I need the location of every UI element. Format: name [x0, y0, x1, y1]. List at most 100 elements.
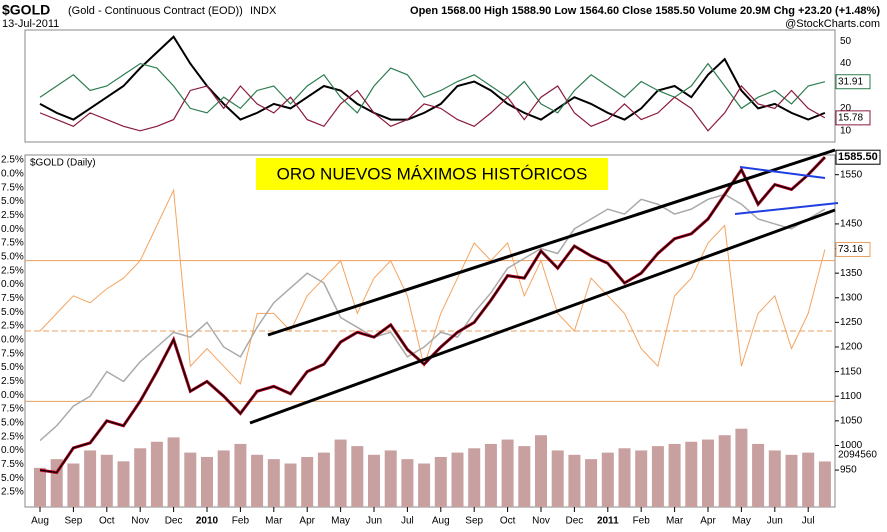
oscillator-last-label: 73.16 [838, 244, 863, 255]
volume-bar [752, 443, 765, 507]
volume-bar [735, 428, 748, 507]
y-tick-label: 1250 [840, 317, 863, 328]
volume-bar [401, 459, 414, 507]
volume-bar [484, 443, 497, 507]
volume-last-label: 2094560 [838, 450, 877, 461]
left-tick-label: 2.5% [1, 376, 24, 387]
volume-bar [468, 448, 481, 507]
indicator-tick-label: 20 [840, 103, 852, 114]
volume-bar [451, 452, 464, 507]
x-tick-label: Dec [165, 516, 183, 527]
x-tick-label: Dec [566, 516, 584, 527]
left-tick-label: 5.0% [1, 307, 24, 318]
y-tick-label: 1050 [840, 415, 863, 426]
volume-bar [718, 435, 731, 507]
oscillator-label-box [835, 241, 871, 257]
x-tick-label: Feb [232, 516, 250, 527]
y-tick-label: 1300 [840, 292, 863, 303]
volume-bar [568, 454, 581, 507]
volume-bar [284, 463, 297, 507]
wedge-top [739, 166, 826, 179]
left-tick-label: 7.5% [1, 348, 24, 359]
volume-bar [317, 452, 330, 507]
comparison-line [39, 193, 826, 442]
volume-bar [768, 450, 781, 507]
left-tick-label: 7.5% [1, 182, 24, 193]
x-tick-label: 2010 [196, 516, 219, 527]
y-tick-label: 1100 [840, 391, 862, 402]
volume-bar [434, 456, 447, 507]
x-tick-label: Jun [366, 516, 382, 527]
channel-top [267, 148, 836, 337]
left-tick-label: 7.5% [1, 293, 24, 304]
y-tick-label: 1200 [840, 342, 863, 353]
quote: Open 1568.00 High 1588.90 Low 1564.60 Cl… [410, 5, 880, 17]
indicator-label-box [835, 74, 871, 90]
volume-bar [301, 456, 314, 507]
x-tick-label: Apr [700, 516, 716, 527]
volume-bar [84, 450, 97, 507]
y-tick-label: 1550 [840, 169, 863, 180]
price-label-box [835, 149, 881, 165]
date: 13-Jul-2011 [2, 18, 59, 30]
volume-bar [334, 439, 347, 507]
indicator-tick-label: 10 [840, 125, 852, 136]
y-tick-label: 1450 [840, 219, 863, 230]
volume-bar [351, 446, 364, 507]
x-tick-label: Mar [265, 516, 283, 527]
symbol: $GOLD [2, 2, 50, 18]
annotation: ORO NUEVOS MÁXIMOS HISTÓRICOS [277, 164, 588, 183]
left-tick-label: 7.5% [1, 238, 24, 249]
x-tick-label: Sep [65, 516, 83, 527]
annotation-box [256, 158, 608, 190]
left-tick-label: 5.0% [1, 196, 24, 207]
volume-bar [167, 437, 180, 507]
volume-bar [267, 459, 280, 507]
left-tick-label: 7.5% [1, 404, 24, 415]
left-tick-label: 0.0% [1, 390, 24, 401]
volume-bar [785, 454, 798, 507]
volume-bar [501, 439, 514, 507]
volume-bar [685, 441, 698, 507]
indicator-tick-label: 40 [840, 58, 852, 69]
volume-bar [802, 452, 815, 507]
volume-bar [134, 448, 147, 507]
left-tick-label: 0.0% [1, 168, 24, 179]
y-tick-label: 1000 [840, 440, 863, 451]
y-tick-label: 1150 [840, 366, 862, 377]
x-tick-label: Jul [802, 516, 815, 527]
left-tick-label: 0.0% [1, 334, 24, 345]
volume-bar [635, 450, 648, 507]
volume-bar [368, 454, 380, 507]
x-tick-label: Apr [299, 516, 315, 527]
left-tick-label: 2.5% [1, 155, 24, 166]
volume-bar [601, 452, 614, 507]
volume-bar [34, 467, 46, 507]
x-tick-label: Oct [99, 516, 115, 527]
x-tick-label: Nov [131, 516, 149, 527]
volume-bar [100, 454, 113, 507]
exchange: INDX [250, 5, 277, 17]
x-tick-label: Feb [633, 516, 651, 527]
left-tick-label: 0.0% [1, 445, 24, 456]
volume-bar [551, 450, 564, 507]
volume-bar [150, 441, 163, 507]
volume-bar [117, 461, 130, 507]
indicator-tick-label: 50 [840, 36, 852, 47]
x-tick-label: Sep [465, 516, 483, 527]
left-tick-label: 7.5% [1, 459, 24, 470]
volume-bar [702, 439, 714, 507]
volume-bar [67, 463, 80, 507]
volume-bar [535, 435, 547, 507]
left-tick-label: 5.0% [1, 251, 24, 262]
y-tick-label: 1350 [840, 268, 863, 279]
volume-bar [585, 459, 598, 507]
price-last-label: 1585.50 [838, 151, 878, 163]
x-tick-label: May [732, 516, 751, 527]
volume-bar [618, 448, 631, 507]
x-tick-label: Jul [401, 516, 414, 527]
left-tick-label: 5.0% [1, 417, 24, 428]
volume-bar [201, 456, 213, 507]
indicator-last-label: 15.78 [838, 112, 863, 123]
